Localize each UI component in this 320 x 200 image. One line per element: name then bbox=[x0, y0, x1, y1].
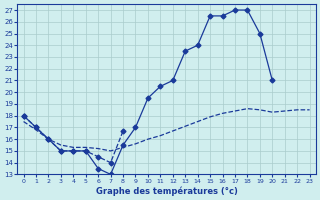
X-axis label: Graphe des températures (°c): Graphe des températures (°c) bbox=[96, 186, 237, 196]
